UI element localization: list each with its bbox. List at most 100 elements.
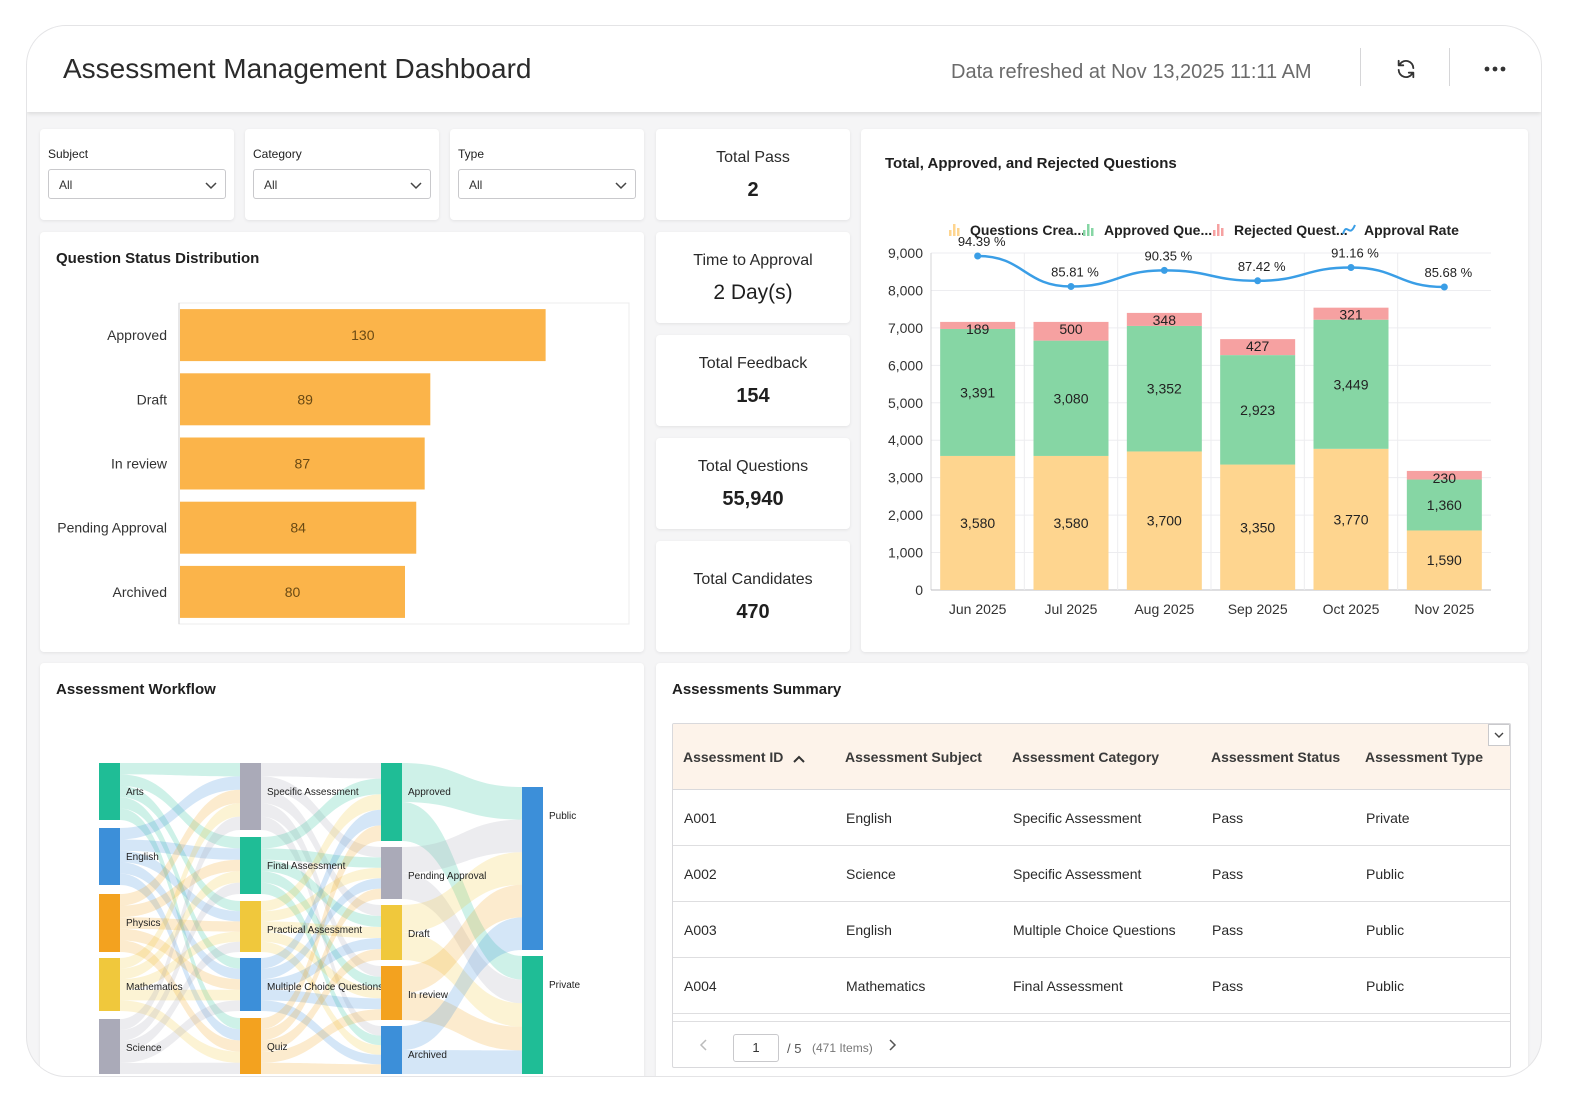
sankey-node	[99, 894, 120, 952]
y-tick-label: 7,000	[888, 320, 923, 336]
sankey-link	[120, 789, 240, 906]
legend-item: Approval Rate	[1342, 222, 1459, 238]
sankey-node	[240, 901, 261, 952]
table-row[interactable]: A003 English Multiple Choice Questions P…	[673, 902, 1510, 958]
x-tick-label: Nov 2025	[1414, 601, 1474, 617]
sankey-node-label: English	[126, 852, 159, 863]
sankey-link	[261, 931, 381, 999]
subject-dropdown[interactable]: All	[48, 169, 226, 199]
filter-subject-card: Subject All	[40, 129, 234, 220]
kpi-label: Total Pass	[716, 149, 790, 166]
data-label: 3,580	[1053, 515, 1088, 531]
sankey-link	[261, 949, 381, 1052]
approval-rate-label: 87.42 %	[1238, 259, 1286, 274]
x-tick-label: Sep 2025	[1228, 601, 1288, 617]
y-tick-label: 6,000	[888, 357, 923, 373]
sankey-node	[381, 966, 402, 1020]
sankey-link	[261, 789, 381, 916]
category-dropdown[interactable]: All	[253, 169, 431, 199]
bar-segment-rejected	[1126, 312, 1202, 326]
column-header-assessment-id[interactable]: Assessment ID	[683, 749, 805, 766]
legend-swatch	[1217, 224, 1220, 236]
sankey-link	[120, 882, 240, 1041]
sankey-link	[120, 862, 240, 980]
sankey-node	[522, 956, 543, 1074]
sort-ascending-icon[interactable]	[793, 750, 805, 766]
sankey-link	[120, 859, 240, 918]
bar-segment-created	[1126, 451, 1202, 590]
table-row[interactable]: A004 Mathematics Final Assessment Pass P…	[673, 958, 1510, 1014]
y-tick-label: 1,000	[888, 545, 923, 561]
data-label: 1,360	[1427, 497, 1462, 513]
kpi-label: Total Questions	[697, 458, 809, 475]
page-number-input[interactable]: 1	[733, 1034, 779, 1062]
cell-assessment-type: Public	[1366, 922, 1405, 938]
sankey-node-label: Practical Assessment	[267, 925, 362, 936]
approval-rate-label: 91.16 %	[1331, 245, 1379, 260]
dashboard-frame: Assessment Management Dashboard Data ref…	[26, 25, 1542, 1077]
sankey-node	[99, 958, 120, 1011]
x-tick-label: Aug 2025	[1134, 601, 1194, 617]
cell-assessment-id: A003	[684, 922, 717, 938]
category-label: In review	[111, 456, 168, 472]
data-label: 80	[285, 584, 301, 600]
header-divider	[1360, 48, 1361, 86]
y-tick-label: 9,000	[888, 245, 923, 261]
y-tick-label: 2,000	[888, 507, 923, 523]
chevron-right-icon[interactable]	[887, 1038, 897, 1057]
approval-rate-label: 85.81 %	[1051, 265, 1099, 280]
table-row[interactable]: A001 English Specific Assessment Pass Pr…	[673, 790, 1510, 846]
more-horizontal-icon[interactable]	[1480, 54, 1510, 84]
sankey-node-label: Approved	[408, 787, 451, 798]
bar-segment-approved	[940, 328, 1016, 456]
column-menu-chevron-down-icon[interactable]	[1488, 724, 1510, 746]
sankey-link	[120, 940, 240, 1052]
approval-rate-point	[974, 252, 982, 260]
column-header-assessment-status[interactable]: Assessment Status	[1211, 749, 1341, 765]
card-title: Assessments Summary	[672, 681, 842, 698]
column-header-assessment-category[interactable]: Assessment Category	[1012, 749, 1160, 765]
sankey-link	[402, 1050, 522, 1074]
dropdown-value: All	[264, 178, 278, 192]
column-header-assessment-type[interactable]: Assessment Type	[1365, 749, 1484, 765]
chevron-left-icon[interactable]	[699, 1038, 709, 1057]
sankey-link	[120, 873, 240, 1041]
data-refreshed-timestamp: Data refreshed at Nov 13,2025 11:11 AM	[951, 61, 1312, 83]
sankey-link	[261, 941, 381, 1055]
type-dropdown[interactable]: All	[458, 169, 636, 199]
table-row[interactable]: A002 Science Specific Assessment Pass Pu…	[673, 846, 1510, 902]
cell-assessment-subject: Science	[846, 866, 896, 882]
column-header-assessment-subject[interactable]: Assessment Subject	[845, 749, 982, 765]
kpi-value: 154	[736, 385, 770, 407]
sankey-node	[240, 837, 261, 894]
refresh-icon[interactable]	[1391, 54, 1421, 84]
bar	[180, 565, 405, 618]
sankey-link	[261, 776, 381, 858]
question-status-card: Question Status Distribution Approved 130…	[40, 232, 644, 652]
app-header: Assessment Management Dashboard Data ref…	[27, 26, 1541, 112]
sankey-link	[402, 873, 522, 1004]
bar	[180, 437, 425, 490]
bar	[180, 501, 417, 554]
kpi-value: 470	[736, 601, 770, 623]
sankey-node	[240, 958, 261, 1011]
sankey-link	[261, 794, 381, 912]
sankey-link	[402, 763, 522, 820]
bar-segment-approved	[1313, 319, 1389, 449]
legend-swatch	[1221, 228, 1224, 236]
cell-assessment-type: Private	[1366, 810, 1410, 826]
bar-segment-rejected	[1033, 321, 1109, 341]
data-label: 427	[1246, 338, 1270, 354]
bar-segment-approved	[1126, 325, 1202, 452]
data-label: 189	[966, 321, 990, 337]
data-label: 3,352	[1147, 381, 1182, 397]
category-label: Archived	[113, 584, 167, 600]
sankey-link	[261, 803, 381, 977]
cell-assessment-id: A002	[684, 866, 717, 882]
sankey-link	[120, 917, 240, 932]
approval-rate-label: 90.35 %	[1144, 248, 1192, 263]
legend-label: Approval Rate	[1364, 222, 1459, 238]
sankey-link	[402, 932, 522, 1027]
cell-assessment-status: Pass	[1212, 866, 1244, 882]
sankey-node-label: Specific Assessment	[267, 787, 359, 798]
